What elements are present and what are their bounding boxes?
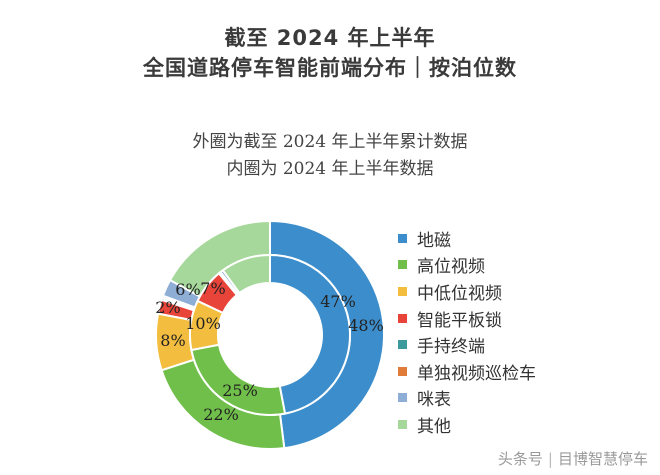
legend-label-7: 其他 xyxy=(417,416,451,437)
outer-data-label-0: 48% xyxy=(348,316,384,335)
legend-swatch-6 xyxy=(398,393,407,403)
legend-item-4: 手持终端 xyxy=(398,331,536,358)
inner-data-label-0: 47% xyxy=(320,292,356,311)
legend-item-3: 智能平板锁 xyxy=(398,305,536,332)
legend-label-3: 智能平板锁 xyxy=(417,310,502,331)
chart-legend: 地磁高位视频中低位视频智能平板锁手持终端单独视频巡检车 咪表其他 xyxy=(398,225,536,438)
inner-data-label-2: 10% xyxy=(185,314,221,333)
chart-title-line-2: 全国道路停车智能前端分布｜按泊位数 xyxy=(143,56,517,80)
watermark-platform: 头条号 xyxy=(497,450,543,468)
legend-label-5: 单独视频巡检车 xyxy=(417,363,536,384)
outer-data-label-2: 8% xyxy=(160,331,185,350)
inner-slice-7 xyxy=(221,253,271,295)
legend-item-2: 中低位视频 xyxy=(398,278,536,305)
legend-swatch-2 xyxy=(398,286,407,296)
inner-data-label-1: 25% xyxy=(222,381,258,400)
legend-label-1: 高位视频 xyxy=(417,257,485,278)
legend-swatch-4 xyxy=(398,340,407,350)
legend-item-7: 其他 xyxy=(398,411,536,438)
outer-data-label-3: 2% xyxy=(155,298,180,317)
legend-item-5: 单独视频巡检车 xyxy=(398,358,536,385)
legend-swatch-7 xyxy=(398,419,407,429)
watermark-author: 目博智慧停车 xyxy=(557,450,648,468)
legend-item-6: 咪表 xyxy=(398,385,536,412)
legend-label-6: 咪表 xyxy=(417,390,451,411)
watermark: 头条号 | 目博智慧停车 xyxy=(498,448,648,469)
chart-subtitle-line-1: 外圈为截至 2024 年上半年累计数据 xyxy=(192,132,468,152)
extra-data-label-0: 6% xyxy=(175,280,200,299)
legend-swatch-5 xyxy=(398,366,407,376)
inner-slice-0 xyxy=(269,253,351,415)
chart-title-line-1: 截至 2024 年上半年 xyxy=(224,26,436,50)
inner-data-label-3: 7% xyxy=(200,279,225,298)
legend-swatch-3 xyxy=(398,313,407,323)
legend-swatch-1 xyxy=(398,260,407,270)
legend-label-0: 地磁 xyxy=(417,230,451,251)
outer-data-label-1: 22% xyxy=(203,405,239,424)
legend-label-2: 中低位视频 xyxy=(417,283,502,304)
legend-item-1: 高位视频 xyxy=(398,252,536,279)
legend-item-0: 地磁 xyxy=(398,225,536,252)
legend-label-4: 手持终端 xyxy=(417,337,485,358)
legend-swatch-0 xyxy=(398,233,407,243)
chart-subtitle-line-2: 内圈为 2024 年上半年数据 xyxy=(226,159,434,179)
watermark-separator: | xyxy=(547,449,553,468)
